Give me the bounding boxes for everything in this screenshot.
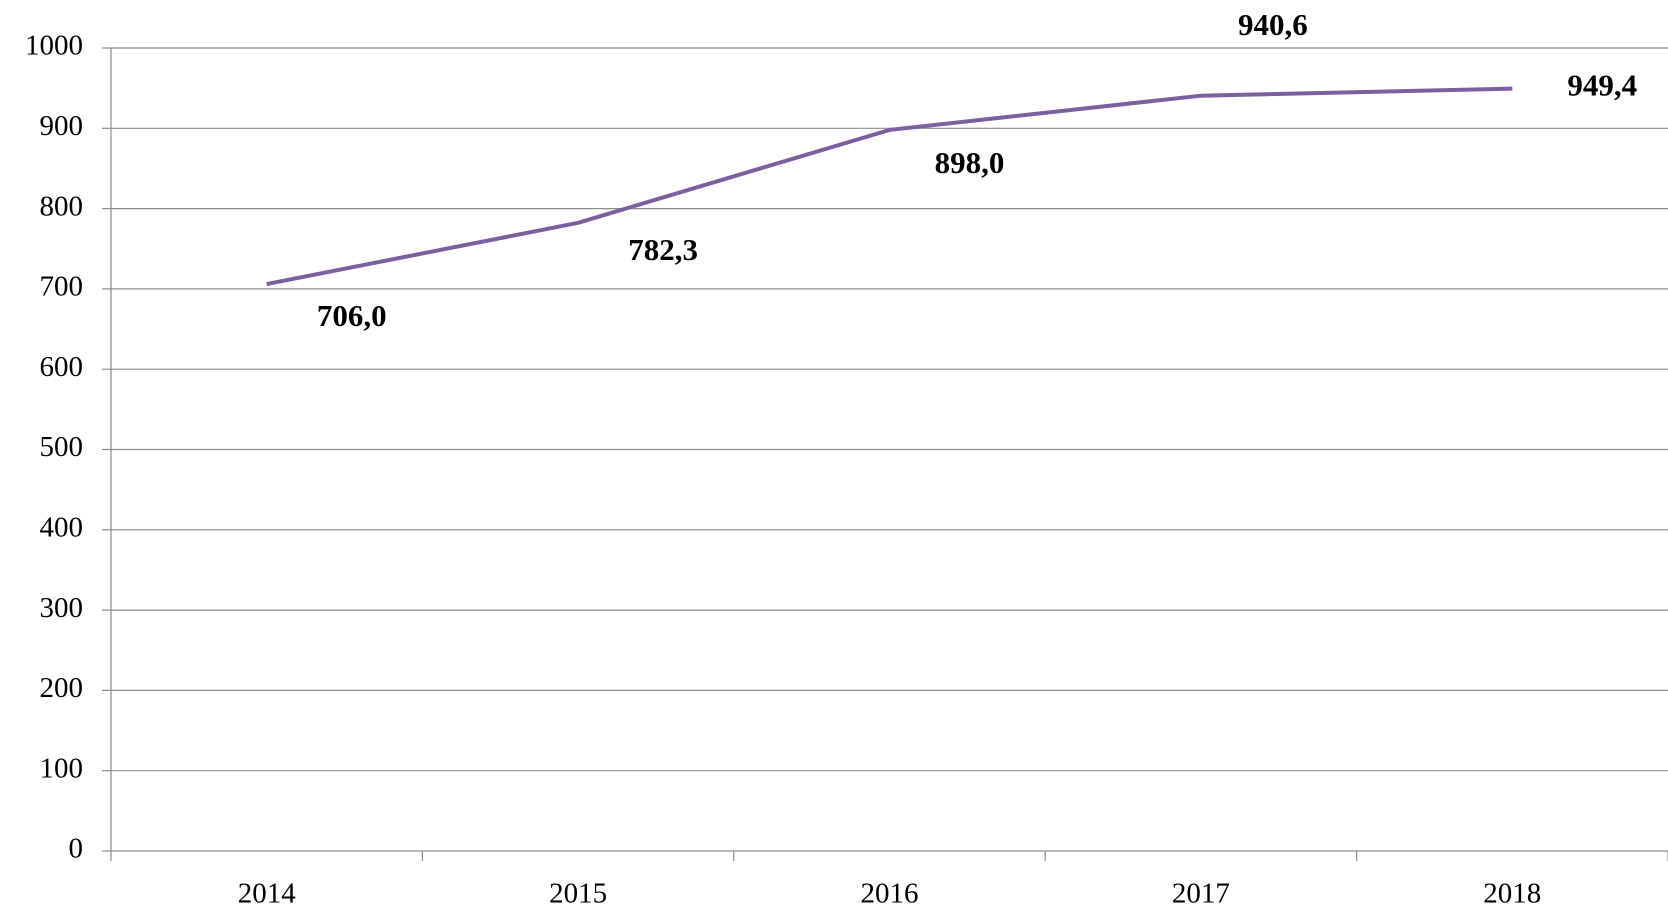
x-tick-label: 2014 bbox=[238, 878, 297, 910]
x-tick-label: 2018 bbox=[1483, 878, 1541, 910]
data-label: 898,0 bbox=[935, 145, 1005, 180]
data-label: 782,3 bbox=[628, 232, 698, 267]
y-tick-label: 700 bbox=[40, 271, 84, 303]
y-tick-label: 600 bbox=[40, 351, 84, 383]
y-tick-label: 900 bbox=[40, 110, 84, 142]
y-tick-label: 1000 bbox=[25, 30, 83, 62]
x-tick-label: 2017 bbox=[1172, 878, 1230, 910]
y-tick-label: 400 bbox=[40, 511, 84, 543]
data-label: 706,0 bbox=[317, 298, 387, 333]
series-line bbox=[266, 86, 1513, 287]
y-tick-label: 100 bbox=[40, 752, 84, 784]
x-tick-label: 2015 bbox=[549, 878, 607, 910]
y-tick-label: 0 bbox=[69, 833, 84, 865]
data-label: 949,4 bbox=[1567, 68, 1637, 103]
data-label: 940,6 bbox=[1238, 7, 1308, 42]
y-tick-label: 200 bbox=[40, 672, 84, 704]
y-tick-label: 300 bbox=[40, 592, 84, 624]
y-tick-label: 800 bbox=[40, 190, 84, 222]
x-tick-label: 2016 bbox=[861, 878, 919, 910]
y-tick-label: 500 bbox=[40, 431, 84, 463]
